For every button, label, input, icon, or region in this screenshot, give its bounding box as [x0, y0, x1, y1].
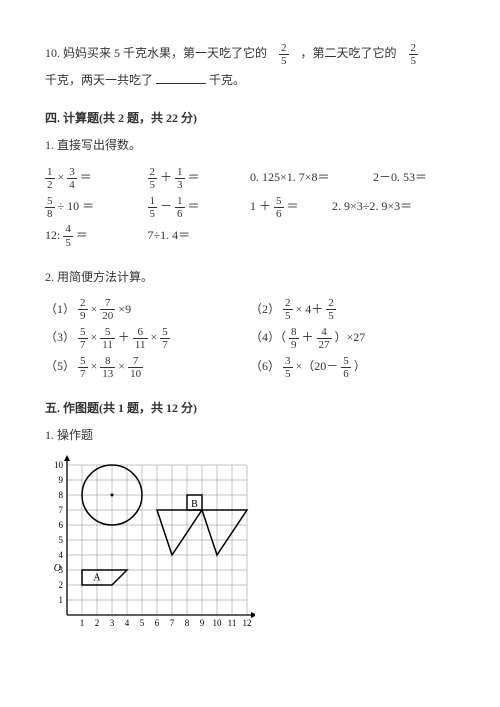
calc-cell: 12: 45 ＝: [45, 221, 148, 250]
q10-text-c: 千克，两天一共吃了: [45, 73, 153, 87]
svg-text:8: 8: [59, 490, 64, 500]
calc-cell: （4）（ 89 ＋ 427 ）×27: [250, 323, 455, 352]
convenient-calc-grid: （1） 29 × 720 ×9 （2） 25 × 4＋ 25 （3） 57 × …: [45, 295, 455, 381]
question-10-line2: 千克，两天一共吃了 千克。: [45, 67, 455, 93]
svg-text:9: 9: [59, 475, 64, 485]
svg-text:B: B: [191, 499, 198, 510]
svg-text:5: 5: [59, 535, 64, 545]
blank-field: [156, 72, 206, 84]
section-4-q2: 2. 用简便方法计算。: [45, 268, 455, 285]
calc-cell: 2－0. 53＝: [373, 163, 455, 192]
calc-cell: 12 × 34 ＝: [45, 163, 148, 192]
svg-text:A: A: [93, 573, 101, 584]
svg-text:6: 6: [155, 618, 160, 628]
svg-text:6: 6: [59, 520, 64, 530]
svg-text:12: 12: [243, 618, 252, 628]
svg-text:3: 3: [110, 618, 115, 628]
calc-cell: 0. 125×1. 7×8＝: [250, 163, 373, 192]
calc-cell: （5） 57 × 813 × 710: [45, 352, 250, 381]
svg-text:1: 1: [80, 618, 85, 628]
svg-text:4: 4: [59, 550, 64, 560]
svg-text:O: O: [54, 563, 61, 574]
calc-cell: 7÷1. 4＝: [148, 221, 251, 250]
svg-text:4: 4: [125, 618, 130, 628]
svg-text:8: 8: [185, 618, 190, 628]
svg-text:5: 5: [140, 618, 145, 628]
q10-text-b: ，第二天吃了它的: [301, 46, 397, 60]
fraction: 2 5: [409, 42, 419, 67]
section-4-title: 四. 计算题(共 2 题，共 22 分): [45, 109, 455, 126]
fraction: 2 5: [279, 42, 289, 67]
direct-calc-grid: 12 × 34 ＝ 25 ＋ 13 ＝ 0. 125×1. 7×8＝ 2－0. …: [45, 163, 455, 249]
calc-cell: （6） 35 ×（20－ 56 ）: [250, 352, 455, 381]
diagram-svg: 12345678910111212345678910AOB: [45, 455, 255, 635]
question-10: 10. 妈妈买来 5 千克水果，第一天吃了它的 2 5 ，第二天吃了它的 2 5: [45, 40, 455, 67]
q10-text-d: 千克。: [209, 73, 245, 87]
calc-cell: （3） 57 × 511 ＋ 611 × 57: [45, 323, 250, 352]
section-4-q1: 1. 直接写出得数。: [45, 136, 455, 153]
calc-cell: （2） 25 × 4＋ 25: [250, 295, 455, 324]
calc-cell: （1） 29 × 720 ×9: [45, 295, 250, 324]
svg-text:11: 11: [228, 618, 237, 628]
svg-text:7: 7: [170, 618, 175, 628]
svg-text:2: 2: [59, 580, 64, 590]
q10-text-a: 10. 妈妈买来 5 千克水果，第一天吃了它的: [45, 46, 267, 60]
section-5-title: 五. 作图题(共 1 题，共 12 分): [45, 399, 455, 416]
calc-cell: 15 － 16 ＝: [148, 192, 251, 221]
section-5-q1: 1. 操作题: [45, 426, 455, 443]
svg-text:9: 9: [200, 618, 205, 628]
svg-text:10: 10: [54, 460, 64, 470]
svg-text:1: 1: [59, 595, 64, 605]
calc-cell: 25 ＋ 13 ＝: [148, 163, 251, 192]
svg-text:10: 10: [213, 618, 223, 628]
svg-text:2: 2: [95, 618, 100, 628]
geometry-diagram: 12345678910111212345678910AOB: [45, 455, 455, 639]
calc-cell: 1 ＋ 56 ＝: [250, 192, 332, 221]
calc-cell: 58 ÷ 10 ＝: [45, 192, 148, 221]
svg-text:7: 7: [59, 505, 64, 515]
calc-cell: 2. 9×3÷2. 9×3＝: [332, 192, 455, 221]
